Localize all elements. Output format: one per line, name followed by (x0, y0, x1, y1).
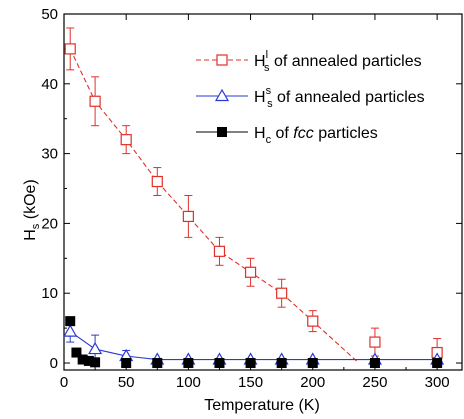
data-point-series-3 (307, 358, 318, 369)
x-tick-label: 200 (300, 374, 325, 391)
x-tick-label: 250 (362, 374, 387, 391)
data-point-series-1 (120, 134, 132, 146)
legend-label-series-3: Hc of fcc particles (254, 125, 378, 146)
x-tick-label: 100 (176, 374, 201, 391)
x-tick-label: 150 (238, 374, 263, 391)
y-axis-ticks: 0 10 20 30 40 50 (41, 6, 462, 372)
legend-marker-series-1 (216, 54, 228, 66)
legend-marker-series-3 (217, 127, 227, 137)
y-tick-label: 30 (41, 146, 58, 163)
data-point-series-1 (64, 43, 76, 55)
data-point-series-3 (369, 358, 380, 369)
x-axis-label: Temperature (K) (204, 397, 320, 414)
data-point-series-3 (245, 358, 256, 369)
y-axis-label-unit: (kOe) (22, 179, 39, 223)
data-point-series-3 (432, 358, 443, 369)
fit-line-series-1 (69, 48, 360, 364)
legend-label-series-2: Hs s of annealed particles (254, 85, 425, 110)
y-axis-label: Hs (kOe) (22, 179, 42, 241)
y-tick-label: 40 (41, 76, 58, 93)
legend: Hl s of annealed particles Hs s of annealed… (196, 49, 425, 146)
data-point-series-1 (369, 336, 381, 348)
data-point-series-1 (89, 95, 101, 107)
data-point-series-3 (152, 358, 163, 369)
y-tick-label: 20 (41, 215, 58, 232)
data-point-series-2 (88, 341, 103, 355)
data-points (63, 43, 445, 369)
data-point-series-3 (183, 358, 194, 369)
x-axis-ticks: 0 50 100 150 200 250 300 (60, 14, 450, 391)
y-axis-label-main: H (22, 229, 39, 241)
y-tick-label: 10 (41, 285, 58, 302)
x-tick-label: 0 (60, 374, 68, 391)
data-point-series-1 (213, 245, 226, 257)
data-point-series-1 (151, 175, 163, 188)
data-point-series-1 (244, 266, 257, 278)
x-tick-label: 50 (118, 374, 135, 391)
data-point-series-3 (276, 358, 287, 369)
data-point-series-3 (65, 316, 76, 327)
y-tick-label: 50 (41, 6, 58, 23)
y-tick-label: 0 (50, 355, 58, 372)
legend-label-series-1: Hl s of annealed particles (254, 49, 422, 74)
error-bars (66, 27, 442, 368)
data-point-series-1 (307, 315, 319, 327)
data-point-series-2 (63, 324, 78, 337)
data-point-series-3 (90, 357, 101, 368)
plot-frame (63, 13, 463, 371)
plot-border (63, 13, 463, 371)
data-point-series-3 (71, 347, 82, 358)
legend-marker-series-2 (214, 88, 230, 102)
data-point-series-1 (276, 287, 288, 299)
y-axis-label-sub: s (30, 223, 42, 229)
data-point-series-3 (121, 358, 132, 369)
x-tick-label: 300 (425, 374, 450, 391)
data-point-series-3 (214, 358, 225, 369)
data-point-series-1 (182, 210, 194, 223)
